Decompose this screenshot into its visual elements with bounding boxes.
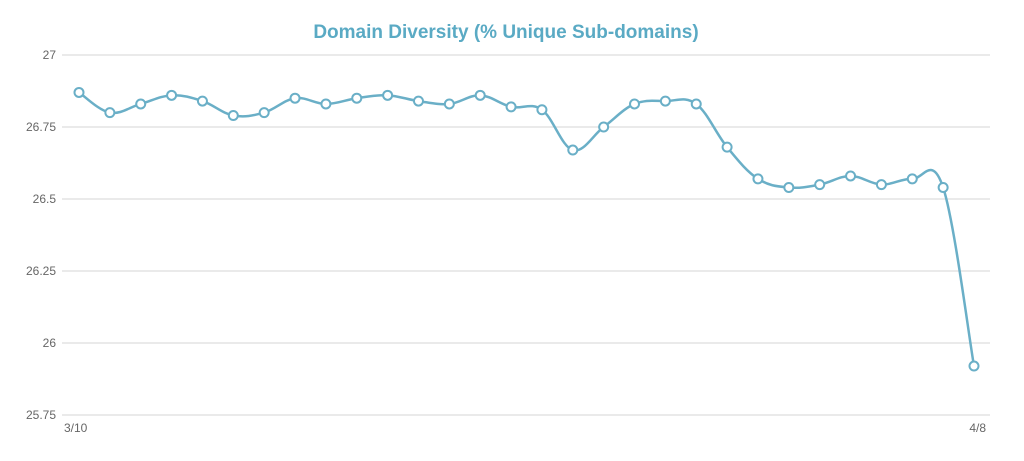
data-point[interactable] — [721, 141, 733, 153]
data-point[interactable] — [135, 98, 147, 110]
data-point[interactable] — [783, 181, 795, 193]
x-tick-label: 3/10 — [64, 421, 88, 435]
data-point[interactable] — [567, 144, 579, 156]
data-point[interactable] — [875, 179, 887, 191]
chart-title: Domain Diversity (% Unique Sub-domains) — [313, 22, 698, 43]
data-point[interactable] — [320, 98, 332, 110]
data-point[interactable] — [412, 95, 424, 107]
series-line — [77, 91, 976, 368]
y-tick-label: 25.75 — [26, 408, 56, 422]
data-point[interactable] — [906, 173, 918, 185]
data-point[interactable] — [598, 121, 610, 133]
data-point[interactable] — [258, 107, 270, 119]
data-point[interactable] — [382, 89, 394, 101]
data-point[interactable] — [166, 89, 178, 101]
y-tick-label: 26.75 — [26, 120, 56, 134]
data-point[interactable] — [104, 107, 116, 119]
data-point[interactable] — [629, 98, 641, 110]
data-points — [73, 86, 980, 372]
data-point[interactable] — [536, 104, 548, 116]
data-point[interactable] — [474, 89, 486, 101]
y-tick-label: 26.5 — [33, 192, 57, 206]
data-point[interactable] — [752, 173, 764, 185]
x-axis-tick-labels: 3/10 4/8 — [64, 421, 986, 435]
y-axis-tick-labels: 25.75 26 26.25 26.5 26.75 27 — [26, 48, 56, 422]
y-tick-label: 26 — [43, 336, 57, 350]
x-tick-label: 4/8 — [969, 421, 986, 435]
data-point[interactable] — [505, 101, 517, 113]
data-point[interactable] — [443, 98, 455, 110]
data-point[interactable] — [968, 360, 980, 372]
data-point[interactable] — [690, 98, 702, 110]
series-layer — [77, 91, 976, 368]
data-point[interactable] — [73, 86, 85, 98]
data-point[interactable] — [289, 92, 301, 104]
data-point[interactable] — [814, 179, 826, 191]
data-point[interactable] — [845, 170, 857, 182]
data-point[interactable] — [937, 181, 949, 193]
data-point[interactable] — [351, 92, 363, 104]
y-tick-label: 27 — [43, 48, 57, 62]
y-tick-label: 26.25 — [26, 264, 56, 278]
data-point[interactable] — [196, 95, 208, 107]
data-point[interactable] — [659, 95, 671, 107]
gridlines — [62, 54, 990, 416]
data-point[interactable] — [227, 109, 239, 121]
